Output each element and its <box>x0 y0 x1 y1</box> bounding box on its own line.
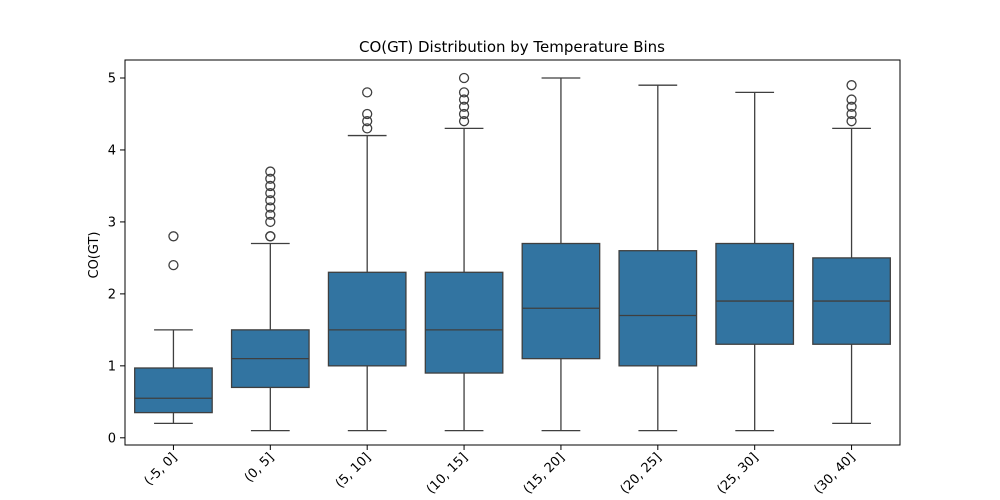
outlier-point <box>458 72 470 84</box>
box-group <box>618 84 698 432</box>
y-axis-label: CO(GT) <box>87 231 102 278</box>
box-iqr <box>715 242 795 345</box>
outlier-point <box>458 94 470 105</box>
box-iqr <box>134 367 213 414</box>
y-tick-label: 5 <box>108 71 116 86</box>
outlier-point <box>458 116 470 127</box>
y-tick-label: 4 <box>108 143 116 158</box>
outlier-point <box>362 87 373 98</box>
outlier-point <box>265 173 276 184</box>
x-tick-label: (15, 20] <box>521 450 568 497</box>
outlier-point <box>168 259 179 271</box>
chart-title: CO(GT) Distribution by Temperature Bins <box>359 38 665 56</box>
y-axis: 0 1 2 3 4 5 <box>108 71 125 446</box>
outlier-point <box>265 187 276 199</box>
outlier-point <box>846 116 857 127</box>
plot-area <box>134 72 891 432</box>
outlier-point <box>846 94 857 105</box>
box-group <box>230 166 310 432</box>
x-tick-label: (5, 10] <box>333 450 374 491</box>
outlier-point <box>265 195 276 206</box>
outlier-point <box>265 180 276 192</box>
x-tick-label: (30, 40] <box>811 450 858 497</box>
box-group <box>715 91 795 432</box>
outlier-point <box>168 231 179 242</box>
x-axis: (-5, 0] (0, 5] (5, 10] (10, 15] (15, 20] (20,… <box>142 445 858 497</box>
box-iqr <box>618 250 698 367</box>
box-group <box>812 80 891 425</box>
box-group <box>134 231 213 425</box>
box-iqr <box>424 271 504 374</box>
box-iqr <box>521 242 601 360</box>
outlier-point <box>846 101 857 112</box>
outlier-point <box>846 108 857 120</box>
box-group <box>327 87 407 432</box>
x-tick-label: (25, 30] <box>714 450 761 497</box>
y-tick-label: 3 <box>108 215 116 230</box>
outlier-point <box>458 87 470 98</box>
box-group <box>424 72 504 432</box>
x-tick-label: (-5, 0] <box>142 450 181 489</box>
y-tick-label: 1 <box>108 359 116 374</box>
plot-frame <box>124 59 901 446</box>
outlier-point <box>458 108 470 120</box>
outlier-point <box>458 101 470 112</box>
x-tick-label: (0, 5] <box>242 450 277 485</box>
outlier-point <box>846 80 857 91</box>
outlier-point <box>265 166 276 177</box>
outlier-point <box>265 202 276 213</box>
outlier-point <box>362 116 373 127</box>
y-tick-label: 2 <box>108 287 116 302</box>
box-group <box>521 77 601 432</box>
x-tick-label: (20, 25] <box>618 450 665 497</box>
y-tick-label: 0 <box>108 431 116 446</box>
x-tick-label: (10, 15] <box>424 450 471 497</box>
outlier-point <box>265 231 276 242</box>
outlier-point <box>362 108 373 120</box>
outlier-point <box>362 123 373 134</box>
box-iqr <box>327 271 407 367</box>
outlier-point <box>265 209 276 220</box>
outlier-point <box>265 216 276 228</box>
